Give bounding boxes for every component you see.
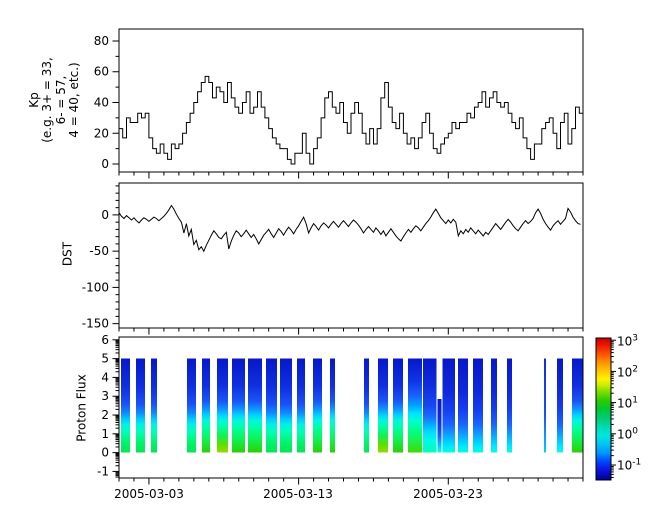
y-tick-label: -100 bbox=[82, 280, 109, 294]
y-tick-label: 40 bbox=[94, 95, 109, 109]
axes-frame bbox=[118, 182, 584, 329]
cb-label-exp: 1 bbox=[632, 395, 639, 406]
y-ticks: 0 20 40 60 80 bbox=[94, 34, 119, 171]
x-ticks bbox=[118, 172, 584, 179]
kp-axis-label: Kp (e.g. 3+ = 33, 6- = 57, 4 = 40, etc.) bbox=[27, 57, 82, 143]
cb-label-exp: 3 bbox=[632, 333, 639, 344]
proton-flux-bar bbox=[280, 358, 293, 453]
kp-axis-label-line: 6- = 57, bbox=[54, 75, 68, 125]
dst-line-series bbox=[118, 204, 581, 253]
proton-flux-bar bbox=[265, 358, 277, 453]
cb-label-exp: 0 bbox=[632, 426, 639, 437]
kp-step-series bbox=[119, 75, 583, 165]
kp-axis-label-line: (e.g. 3+ = 33, bbox=[40, 57, 55, 143]
panel-kp: 0 20 40 60 80 bbox=[94, 28, 584, 179]
colorbar-tick-label: 10-1 bbox=[617, 458, 641, 473]
colorbar-tick-label: 103 bbox=[617, 334, 638, 349]
proton-flux-bar bbox=[364, 358, 369, 453]
proton-flux-bar bbox=[437, 398, 442, 453]
x-tick-label-date: 2005-03-23 bbox=[413, 487, 483, 501]
axes-frame bbox=[118, 336, 584, 479]
colorbar-tick-label: 100 bbox=[617, 427, 638, 442]
y-tick-label: 3 bbox=[101, 389, 109, 403]
proton-flux-axis-label: Proton Flux bbox=[74, 374, 89, 442]
proton-flux-bar bbox=[543, 358, 546, 453]
x-tick-label-date: 2005-03-03 bbox=[114, 487, 184, 501]
y-tick-label: 80 bbox=[94, 34, 109, 48]
proton-flux-bars bbox=[120, 358, 583, 453]
proton-flux-bar bbox=[377, 358, 388, 453]
x-tick-label-date: 2005-03-13 bbox=[263, 487, 333, 501]
y-tick-label: -150 bbox=[82, 317, 109, 331]
x-ticks bbox=[118, 328, 584, 335]
cb-label-exp: -1 bbox=[632, 457, 642, 468]
proton-flux-bar bbox=[201, 358, 211, 453]
colorbar-tick-label: 101 bbox=[617, 396, 638, 411]
panel-proton-flux: -1 0 1 2 3 4 5 6 bbox=[97, 333, 584, 485]
proton-flux-bar bbox=[217, 358, 228, 453]
y-tick-label: 0 bbox=[101, 157, 109, 171]
cb-label-exp: 2 bbox=[632, 364, 639, 375]
y-tick-label: 20 bbox=[94, 126, 109, 140]
y-tick-label: 60 bbox=[94, 65, 109, 79]
colorbar bbox=[595, 337, 616, 481]
colorbar-gradient bbox=[595, 337, 612, 481]
kp-axis-label-line: Kp bbox=[27, 92, 42, 108]
cb-label-base: 10 bbox=[617, 427, 633, 442]
proton-flux-bar bbox=[458, 358, 468, 453]
axes-frame bbox=[118, 28, 584, 173]
y-tick-label: 6 bbox=[101, 333, 109, 347]
proton-flux-bar bbox=[312, 358, 322, 453]
y-tick-label: 2 bbox=[101, 408, 109, 422]
proton-flux-bar bbox=[151, 358, 158, 453]
proton-flux-bar bbox=[506, 358, 512, 453]
dst-axis-label: DST bbox=[60, 241, 75, 267]
y-tick-label: 5 bbox=[101, 352, 109, 366]
proton-flux-bar bbox=[296, 358, 305, 453]
panel-dst: 0 -50 -100 -150 bbox=[82, 182, 584, 335]
proton-flux-bar bbox=[136, 358, 146, 453]
x-ticks bbox=[118, 478, 584, 485]
proton-flux-bar bbox=[422, 358, 437, 453]
proton-flux-bar bbox=[442, 358, 455, 453]
y-ticks: 0 -50 -100 -150 bbox=[82, 185, 119, 331]
y-tick-label: 0 bbox=[101, 446, 109, 460]
colorbar-tick-label: 102 bbox=[617, 365, 638, 380]
y-tick-label: -1 bbox=[97, 464, 109, 478]
proton-flux-bar bbox=[392, 358, 403, 453]
proton-flux-bar bbox=[490, 358, 497, 453]
cb-label-base: 10 bbox=[617, 458, 633, 473]
proton-flux-bar bbox=[556, 358, 563, 453]
proton-flux-bar bbox=[330, 358, 335, 453]
y-tick-label: 4 bbox=[101, 370, 109, 384]
proton-flux-bar bbox=[232, 358, 246, 453]
proton-flux-bar bbox=[186, 358, 196, 453]
y-tick-label: 0 bbox=[101, 208, 109, 222]
y-ticks: -1 0 1 2 3 4 5 6 bbox=[97, 333, 119, 478]
y-tick-label: 1 bbox=[101, 427, 109, 441]
proton-flux-bar bbox=[120, 358, 130, 453]
proton-flux-bar bbox=[408, 358, 422, 453]
cb-label-base: 10 bbox=[617, 365, 633, 380]
proton-flux-bar bbox=[472, 358, 483, 453]
proton-flux-bar bbox=[571, 358, 583, 453]
cb-label-base: 10 bbox=[617, 396, 633, 411]
kp-axis-label-line: 4 = 40, etc.) bbox=[67, 62, 82, 138]
cb-label-base: 10 bbox=[617, 334, 633, 349]
y-tick-label: -50 bbox=[89, 244, 109, 258]
proton-flux-bar bbox=[248, 358, 262, 453]
